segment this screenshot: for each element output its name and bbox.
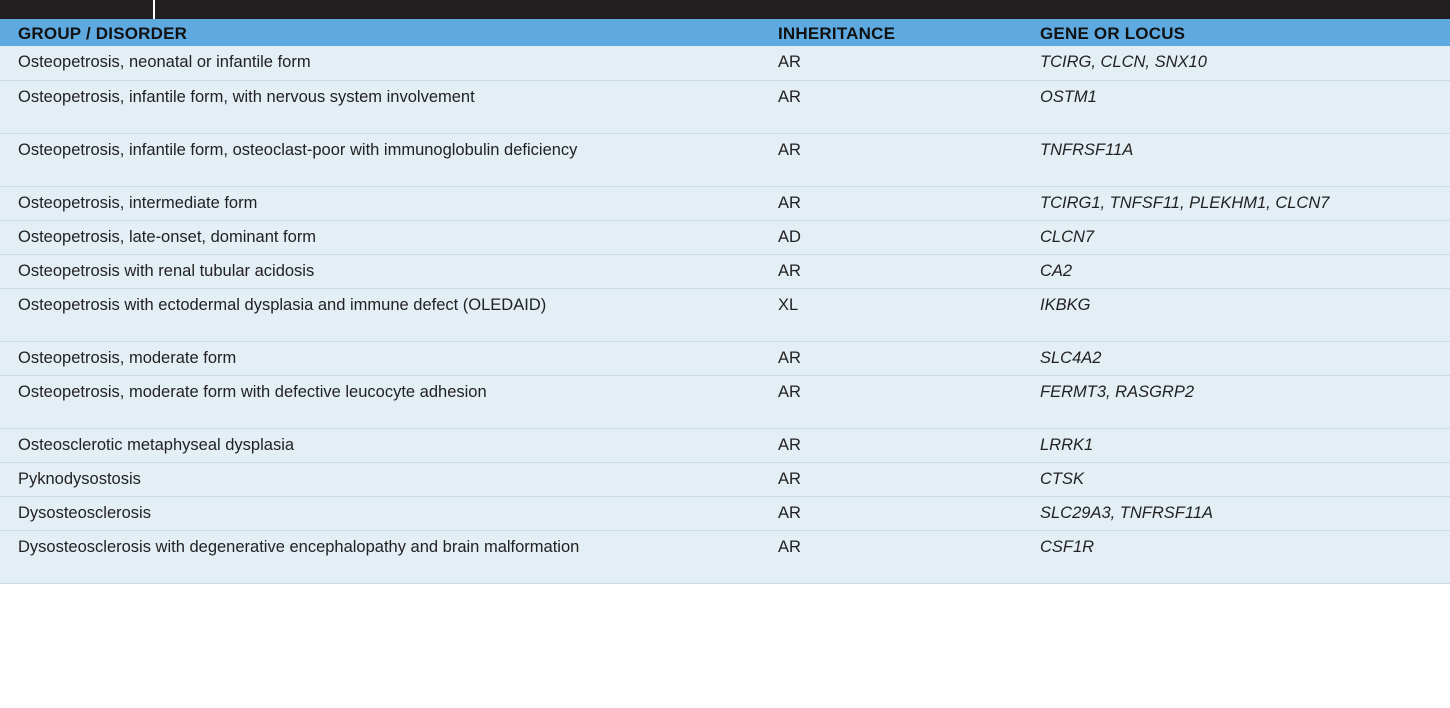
top-bar xyxy=(0,0,1450,19)
table-row: Osteopetrosis, late-onset, dominant form… xyxy=(0,220,1450,255)
gene-cell: FERMT3, RASGRP2 xyxy=(1040,375,1450,429)
header-disorder: GROUP / DISORDER xyxy=(18,24,188,43)
table-row: Pyknodysostosis AR CTSK xyxy=(0,462,1450,497)
table-row: Dysosteosclerosis AR SLC29A3, TNFRSF11A xyxy=(0,496,1450,531)
inheritance-cell: AR xyxy=(778,462,1040,497)
gene-cell: IKBKG xyxy=(1040,288,1450,342)
disorder-cell: Osteopetrosis, late-onset, dominant form xyxy=(18,227,317,246)
disorder-cell: Osteopetrosis, intermediate form xyxy=(18,193,258,212)
table-row: Dysosteosclerosis with degenerative ence… xyxy=(0,530,1450,584)
disorder-cell: Osteopetrosis, infantile form, osteoclas… xyxy=(18,140,578,159)
disorder-cell: Osteopetrosis with ectodermal dysplasia … xyxy=(18,295,547,314)
disorder-cell: Osteopetrosis with renal tubular acidosi… xyxy=(18,261,315,280)
gene-cell: TCIRG1, TNFSF11, PLEKHM1, CLCN7 xyxy=(1040,186,1450,221)
inheritance-cell: AR xyxy=(778,375,1040,429)
inheritance-cell: AR xyxy=(778,341,1040,376)
disorder-cell: Osteopetrosis, moderate form xyxy=(18,348,237,367)
table-row: Osteopetrosis with ectodermal dysplasia … xyxy=(0,288,1450,342)
table-row: Osteopetrosis, intermediate form AR TCIR… xyxy=(0,186,1450,221)
inheritance-cell: AR xyxy=(778,46,1040,81)
gene-cell: TCIRG, CLCN, SNX10 xyxy=(1040,46,1450,81)
disorder-cell: Dysosteosclerosis with degenerative ence… xyxy=(18,537,580,556)
gene-cell: CA2 xyxy=(1040,254,1450,289)
header-gene: GENE OR LOCUS xyxy=(1040,24,1186,43)
table-row: Osteopetrosis, neonatal or infantile for… xyxy=(0,46,1450,81)
table-row: Osteopetrosis, infantile form, osteoclas… xyxy=(0,133,1450,187)
inheritance-cell: AR xyxy=(778,428,1040,463)
table-header-row: GROUP / DISORDER INHERITANCE GENE OR LOC… xyxy=(0,19,1450,46)
disorder-table: GROUP / DISORDER INHERITANCE GENE OR LOC… xyxy=(0,19,1450,584)
gene-cell: CSF1R xyxy=(1040,530,1450,584)
top-bar-divider xyxy=(153,0,155,19)
table-row: Osteosclerotic metaphyseal dysplasia AR … xyxy=(0,428,1450,463)
disorder-cell: Osteopetrosis, infantile form, with nerv… xyxy=(18,87,475,106)
header-inheritance: INHERITANCE xyxy=(778,24,896,43)
table-row: Osteopetrosis with renal tubular acidosi… xyxy=(0,254,1450,289)
disorder-cell: Osteopetrosis, neonatal or infantile for… xyxy=(18,53,311,71)
inheritance-cell: AR xyxy=(778,496,1040,531)
inheritance-cell: AD xyxy=(778,220,1040,255)
table-row: Osteopetrosis, moderate form with defect… xyxy=(0,375,1450,429)
disorder-cell: Osteopetrosis, moderate form with defect… xyxy=(18,382,487,401)
gene-cell: SLC29A3, TNFRSF11A xyxy=(1040,496,1450,531)
disorder-cell: Osteosclerotic metaphyseal dysplasia xyxy=(18,435,295,454)
table-row: Osteopetrosis, moderate form AR SLC4A2 xyxy=(0,341,1450,376)
gene-cell: OSTM1 xyxy=(1040,80,1450,134)
table-row: Osteopetrosis, infantile form, with nerv… xyxy=(0,80,1450,134)
inheritance-cell: AR xyxy=(778,80,1040,134)
inheritance-cell: AR xyxy=(778,133,1040,187)
inheritance-cell: AR xyxy=(778,186,1040,221)
inheritance-cell: AR xyxy=(778,530,1040,584)
inheritance-cell: XL xyxy=(778,288,1040,342)
disorder-cell: Dysosteosclerosis xyxy=(18,503,151,522)
gene-cell: LRRK1 xyxy=(1040,428,1450,463)
inheritance-cell: AR xyxy=(778,254,1040,289)
gene-cell: SLC4A2 xyxy=(1040,341,1450,376)
gene-cell: TNFRSF11A xyxy=(1040,133,1450,187)
gene-cell: CTSK xyxy=(1040,462,1450,497)
disorder-cell: Pyknodysostosis xyxy=(18,469,141,488)
gene-cell: CLCN7 xyxy=(1040,220,1450,255)
